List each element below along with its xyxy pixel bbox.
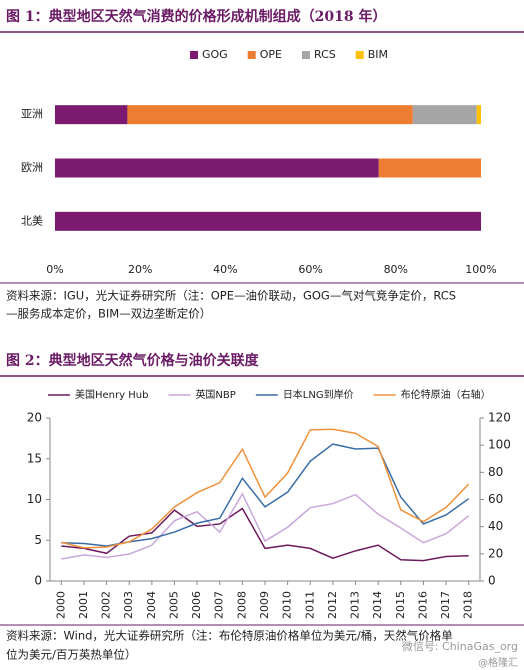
x-tick-label: 2003 <box>122 591 135 619</box>
y-tick-label: 北美 <box>21 214 43 227</box>
x-tick-label: 2005 <box>167 591 180 619</box>
x-tick-label: 2018 <box>462 591 475 619</box>
legend-label: 日本LNG到岸价 <box>283 388 354 401</box>
x-tick-label: 20% <box>128 263 152 276</box>
y2-tick-label: 20 <box>488 546 503 560</box>
x-tick-label: 40% <box>213 263 237 276</box>
figure-title: 图 2：典型地区天然气价格与油价关联度 <box>6 352 260 369</box>
x-tick-label: 2009 <box>258 591 271 619</box>
watermark: @格隆汇 <box>478 656 518 669</box>
x-tick-label: 2011 <box>303 591 316 619</box>
legend-label: 布伦特原油（右轴） <box>401 388 491 401</box>
y-tick-label: 0 <box>34 574 42 588</box>
x-tick-label: 2007 <box>213 591 226 619</box>
bar-segment <box>55 105 128 125</box>
x-tick-label: 2001 <box>77 591 90 619</box>
bar-segment <box>476 105 481 125</box>
y-tick-label: 亚洲 <box>21 108 43 121</box>
y2-tick-label: 120 <box>488 411 511 425</box>
y2-tick-label: 40 <box>488 519 503 533</box>
x-tick-label: 2000 <box>54 591 67 619</box>
legend-label: BIM <box>368 48 388 61</box>
series-line <box>61 428 470 549</box>
x-tick-label: 2014 <box>371 591 384 619</box>
legend-label: 英国NBP <box>195 388 235 401</box>
y-tick-label: 5 <box>34 533 42 547</box>
legend-label: OPE <box>260 48 282 61</box>
y-tick-label: 10 <box>27 492 42 506</box>
x-tick-label: 2012 <box>326 591 339 619</box>
legend-label: RCS <box>314 48 336 61</box>
x-tick-label: 60% <box>298 263 322 276</box>
x-tick-label: 2017 <box>439 591 452 619</box>
source-note: 资料来源：Wind，光大证券研究所（注：布伦特原油价格单位为美元/桶，天然气价格… <box>6 629 453 643</box>
x-tick-label: 2008 <box>235 591 248 619</box>
bar-segment <box>55 158 379 178</box>
x-tick-label: 2004 <box>145 591 158 619</box>
legend-label: 美国Henry Hub <box>75 388 148 401</box>
x-tick-label: 2015 <box>394 591 407 619</box>
watermark: 微信号: ChinaGas_org <box>402 639 518 653</box>
legend-swatch <box>190 51 198 59</box>
x-tick-label: 2006 <box>190 591 203 619</box>
bar-segment <box>378 158 481 178</box>
y-tick-label: 欧洲 <box>21 161 43 174</box>
series-line <box>61 492 470 560</box>
source-note: —服务成本定价，BIM—双边垄断定价） <box>6 307 211 321</box>
x-tick-label: 2013 <box>349 591 362 619</box>
x-tick-label: 0% <box>46 263 63 276</box>
legend-swatch <box>247 51 256 59</box>
source-note: 位为美元/百万英热单位） <box>6 648 136 662</box>
y-tick-label: 15 <box>27 451 42 465</box>
y2-tick-label: 0 <box>488 574 496 588</box>
bar-segment <box>55 211 481 231</box>
figure-title: 图 1：典型地区天然气消费的价格形成机制组成（2018 年） <box>6 8 386 25</box>
legend-swatch <box>301 51 310 59</box>
legend-swatch <box>355 51 364 59</box>
y2-tick-label: 60 <box>488 492 503 506</box>
x-tick-label: 100% <box>465 263 496 276</box>
y2-tick-label: 100 <box>488 438 511 452</box>
x-tick-label: 2002 <box>100 591 113 619</box>
y2-tick-label: 80 <box>488 465 503 479</box>
x-tick-label: 80% <box>384 263 408 276</box>
x-tick-label: 2010 <box>281 591 294 619</box>
series-line <box>61 443 470 547</box>
y-tick-label: 20 <box>27 411 42 425</box>
bar-segment <box>412 105 477 125</box>
bar-segment <box>127 105 413 125</box>
x-tick-label: 2016 <box>416 591 429 619</box>
series-line <box>61 507 469 562</box>
legend-label: GOG <box>202 48 228 61</box>
source-note: 资料来源：IGU，光大证券研究所（注：OPE—油价联动，GOG—气对气竞争定价，… <box>6 289 456 303</box>
